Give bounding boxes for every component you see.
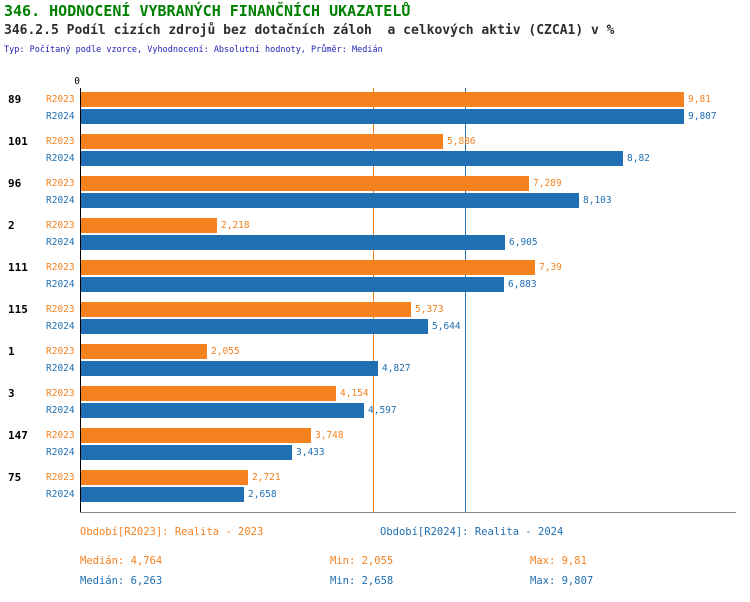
report-title: 346. HODNOCENÍ VYBRANÝCH FINANČNÍCH UKAZ… (4, 2, 411, 20)
bar-r2023 (81, 302, 411, 317)
stat-max-2024: Max: 9,807 (530, 575, 594, 587)
series-label-r2023: R2023 (46, 346, 75, 357)
bar-value-label: 4,827 (382, 363, 411, 374)
series-label-r2023: R2023 (46, 178, 75, 189)
stat-min-2024: Min: 2,658 (330, 575, 394, 587)
bar-r2023 (81, 260, 535, 275)
bar-value-label: 2,658 (248, 489, 277, 500)
series-label-r2023: R2023 (46, 94, 75, 105)
bar-r2023 (81, 428, 311, 443)
legend-2023: Období[R2023]: Realita - 2023 (80, 526, 264, 538)
bar-value-label: 5,886 (447, 136, 476, 147)
bar-r2023 (81, 92, 684, 107)
series-label-r2024: R2024 (46, 447, 75, 458)
bar-value-label: 5,644 (432, 321, 461, 332)
bar-value-label: 8,82 (627, 153, 650, 164)
bar-r2024 (81, 151, 623, 166)
bar-value-label: 4,597 (368, 405, 397, 416)
series-label-r2023: R2023 (46, 472, 75, 483)
series-label-r2023: R2023 (46, 220, 75, 231)
bar-value-label: 5,373 (415, 304, 444, 315)
chart-meta-line: Typ: Počítaný podle vzorce, Vyhodnocení:… (4, 45, 383, 55)
bar-r2024 (81, 445, 292, 460)
bar-r2024 (81, 277, 504, 292)
median-2024-line (465, 88, 466, 512)
bar-value-label: 8,103 (583, 195, 612, 206)
category-label: 147 (8, 429, 28, 442)
category-label: 75 (8, 471, 22, 484)
category-label: 3 (8, 387, 15, 400)
bar-value-label: 6,883 (508, 279, 537, 290)
series-label-r2024: R2024 (46, 321, 75, 332)
bar-value-label: 6,905 (509, 237, 538, 248)
series-label-r2023: R2023 (46, 430, 75, 441)
median-2023-line (373, 88, 374, 512)
bar-r2024 (81, 487, 244, 502)
bar-value-label: 3,748 (315, 430, 344, 441)
stat-min-2023: Min: 2,055 (330, 555, 394, 567)
bar-r2023 (81, 344, 207, 359)
bar-value-label: 7,39 (539, 262, 562, 273)
category-label: 111 (8, 261, 28, 274)
bar-r2023 (81, 134, 443, 149)
legend-2024: Období[R2024]: Realita - 2024 (380, 526, 564, 538)
chart-subtitle: 346.2.5 Podíl cizích zdrojů bez dotačníc… (4, 23, 615, 38)
series-label-r2024: R2024 (46, 489, 75, 500)
bar-value-label: 2,721 (252, 472, 281, 483)
stat-max-2023: Max: 9,81 (530, 555, 587, 567)
bar-value-label: 9,807 (688, 111, 717, 122)
bar-value-label: 3,433 (296, 447, 325, 458)
bar-value-label: 4,154 (340, 388, 369, 399)
bar-value-label: 9,81 (688, 94, 711, 105)
series-label-r2024: R2024 (46, 153, 75, 164)
bar-r2024 (81, 109, 684, 124)
plot-baseline (80, 512, 736, 513)
y-axis-line (80, 88, 81, 512)
series-label-r2024: R2024 (46, 237, 75, 248)
category-label: 115 (8, 303, 28, 316)
bar-value-label: 7,289 (533, 178, 562, 189)
category-label: 1 (8, 345, 15, 358)
category-label: 2 (8, 219, 15, 232)
category-label: 89 (8, 93, 22, 106)
series-label-r2024: R2024 (46, 405, 75, 416)
x-axis-zero-tick-label: 0 (74, 76, 80, 87)
bar-r2024 (81, 361, 378, 376)
stat-median-2023: Medián: 4,764 (80, 555, 163, 567)
series-label-r2023: R2023 (46, 262, 75, 273)
category-label: 101 (8, 135, 28, 148)
bar-r2023 (81, 386, 336, 401)
bar-value-label: 2,055 (211, 346, 240, 357)
category-label: 96 (8, 177, 22, 190)
bar-r2023 (81, 218, 217, 233)
series-label-r2023: R2023 (46, 136, 75, 147)
bar-r2024 (81, 193, 579, 208)
bar-r2024 (81, 319, 428, 334)
bar-value-label: 2,218 (221, 220, 250, 231)
bar-r2024 (81, 235, 505, 250)
series-label-r2024: R2024 (46, 363, 75, 374)
series-label-r2024: R2024 (46, 111, 75, 122)
series-label-r2023: R2023 (46, 304, 75, 315)
stat-median-2024: Medián: 6,263 (80, 575, 163, 587)
bar-r2023 (81, 470, 248, 485)
bar-r2023 (81, 176, 529, 191)
series-label-r2024: R2024 (46, 195, 75, 206)
series-label-r2023: R2023 (46, 388, 75, 399)
bar-r2024 (81, 403, 364, 418)
series-label-r2024: R2024 (46, 279, 75, 290)
